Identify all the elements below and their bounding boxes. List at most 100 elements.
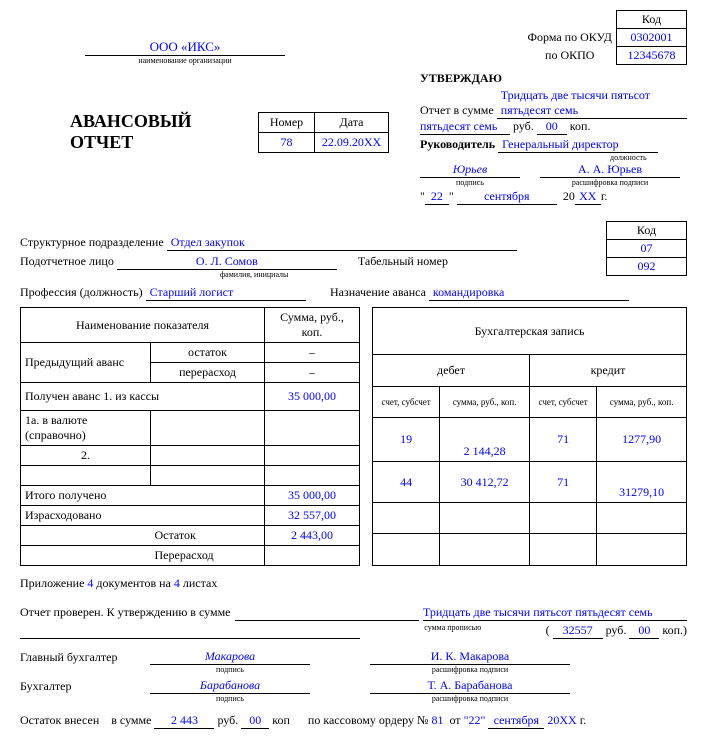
manager-label: Руководитель xyxy=(420,137,495,151)
checked-sumcaption: сумма прописью xyxy=(360,623,546,632)
checked-sumwords: Тридцать две тысячи пятьсот пятьдесят се… xyxy=(423,605,687,621)
rt-r1-dacct: 44 xyxy=(373,462,440,503)
buh-label: Бухгалтер xyxy=(20,679,150,694)
final-label: Остаток внесен xyxy=(20,713,99,727)
lt-h2: Сумма, руб., коп. xyxy=(265,308,360,343)
rt-r1-dsum: 30 412,72 xyxy=(440,462,530,503)
final-from: от xyxy=(449,713,460,727)
chief-sig-caption: подпись xyxy=(150,665,310,674)
buh-sig: Барабанова xyxy=(150,678,310,694)
final-kop: 00 xyxy=(241,713,269,729)
person-caption: фамилия, инициалы xyxy=(20,270,606,279)
dept-struct-code: 07 xyxy=(607,240,687,258)
lt-h1: Наименование показателя xyxy=(21,308,265,343)
approve-header: УТВЕРЖДАЮ xyxy=(420,71,687,86)
dept-code-table: Код 07 092 xyxy=(606,221,687,276)
checked-rub-label: руб. xyxy=(606,623,627,637)
lt-spent-v: 32 557,00 xyxy=(265,506,360,526)
dept-value: Отдел закупок xyxy=(167,235,517,251)
approve-month: сентября xyxy=(457,189,557,205)
number-date-table: Номер Дата 78 22.09.20ХХ xyxy=(258,112,389,153)
accounting-table: Бухгалтерская запись дебет кредит счет, … xyxy=(372,307,687,566)
org-name: ООО «ИКС» xyxy=(85,39,285,56)
approve-sig-caption-l: подпись xyxy=(420,178,520,187)
rt-header: Бухгалтерская запись xyxy=(373,308,687,355)
sum-words-1: Тридцать две тысячи пятьсот пятьдесят се… xyxy=(497,88,687,119)
purpose-value: командировка xyxy=(429,285,629,301)
kop-label: коп. xyxy=(570,119,591,133)
attach-post: листах xyxy=(183,576,217,590)
chief-name-caption: расшифровка подписи xyxy=(370,665,570,674)
kod-header: Код xyxy=(617,11,687,29)
final-year: 20ХХ xyxy=(547,713,576,727)
lt-spent: Израсходовано xyxy=(21,506,265,526)
prof-label: Профессия (должность) xyxy=(20,285,143,299)
sum-words-2: пятьдесят семь xyxy=(420,119,510,135)
checked-kop: 00 xyxy=(629,623,659,639)
final-koplabel: коп xyxy=(272,713,290,727)
manager-post: Генеральный директор xyxy=(498,137,658,153)
buh-name-caption: расшифровка подписи xyxy=(370,694,570,703)
person-label: Подотчетное лицо xyxy=(20,254,114,268)
rt-dsum-h: сумма, руб., коп. xyxy=(440,386,530,417)
rt-r0-csum: 1277,90 xyxy=(597,418,687,462)
dept-kod-header: Код xyxy=(607,222,687,240)
lt-ost: остаток xyxy=(151,343,265,363)
dept-tab-code: 092 xyxy=(607,258,687,276)
num-label: Номер xyxy=(259,112,315,132)
lt-recv: Получен аванс 1. из кассы xyxy=(21,383,265,411)
paren-open: ( xyxy=(546,623,550,637)
lt-total-v: 35 000,00 xyxy=(265,486,360,506)
rt-cacct-h: счет, субсчет xyxy=(529,386,596,417)
approve-day: 22 xyxy=(425,189,449,205)
checked-kop-label: коп.) xyxy=(662,623,687,637)
tab-label: Табельный номер xyxy=(358,254,448,268)
rt-csum-h: сумма, руб., коп. xyxy=(597,386,687,417)
attach-docs: 4 xyxy=(87,576,93,590)
approve-name: А. А. Юрьев xyxy=(540,162,680,178)
checked-rub: 32557 xyxy=(553,623,603,639)
rt-r0-dsum: 2 144,28 xyxy=(440,418,530,462)
okud-value: 0302001 xyxy=(617,29,687,47)
rt-r0-cacct: 71 xyxy=(529,418,596,462)
final-day: "22" xyxy=(464,713,486,727)
okud-label: Форма по ОКУД xyxy=(527,29,617,47)
buh-name: Т. А. Барабанова xyxy=(370,678,570,694)
okpo-value: 12345678 xyxy=(617,47,687,65)
chief-label: Главный бухгалтер xyxy=(20,650,150,665)
chief-name: И. К. Макарова xyxy=(370,649,570,665)
lt-recv-v: 35 000,00 xyxy=(265,383,360,411)
rt-r1-cacct: 71 xyxy=(529,462,596,503)
date-value: 22.09.20ХХ xyxy=(315,132,389,152)
rub-kop: 00 xyxy=(537,119,567,135)
final-sum-label: в сумме xyxy=(111,713,151,727)
attach-pre: Приложение xyxy=(20,576,84,590)
lt-overend: Перерасход xyxy=(151,546,265,566)
lt-over-v: – xyxy=(265,363,360,383)
okpo-label: по ОКПО xyxy=(527,47,617,65)
approve-sig-caption-r: расшифровка подписи xyxy=(540,178,680,187)
post-caption: должность xyxy=(420,153,687,162)
approve-g: г. xyxy=(601,189,608,203)
indicators-table: Наименование показателя Сумма, руб., коп… xyxy=(20,307,360,566)
rt-r0-dacct: 19 xyxy=(373,418,440,462)
rt-dacct-h: счет, субсчет xyxy=(373,386,440,417)
lt-2: 2. xyxy=(21,446,151,466)
lt-balance: Остаток xyxy=(151,526,265,546)
lt-prev: Предыдущий аванс xyxy=(21,343,151,383)
attach-sheets: 4 xyxy=(174,576,180,590)
page-title: АВАНСОВЫЙ ОТЧЕТ xyxy=(20,111,258,153)
date-label: Дата xyxy=(315,112,389,132)
final-order: по кассовому ордеру № xyxy=(308,713,432,727)
org-caption: наименование организации xyxy=(20,56,350,65)
attach-mid: документов на xyxy=(96,576,170,590)
final-rub: руб. xyxy=(217,713,238,727)
approve-sig: Юрьев xyxy=(420,162,520,178)
purpose-label: Назначение аванса xyxy=(330,285,426,299)
final-sum: 2 443 xyxy=(154,713,214,729)
lt-ost-v: – xyxy=(265,343,360,363)
lt-1a: 1а. в валюте (справочно) xyxy=(21,411,151,446)
rt-credit: кредит xyxy=(529,355,686,386)
sum-label: Отчет в сумме xyxy=(420,103,494,117)
rt-debit: дебет xyxy=(373,355,530,386)
